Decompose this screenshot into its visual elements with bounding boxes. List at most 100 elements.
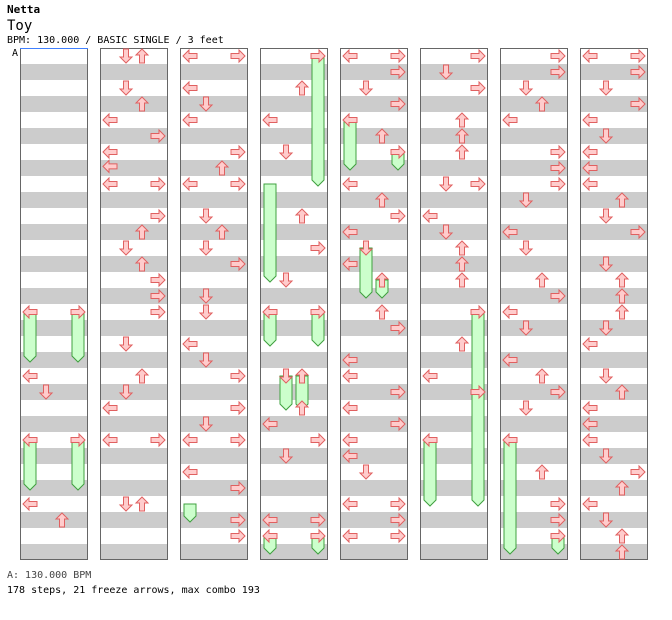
left-arrow-icon (342, 256, 358, 272)
right-arrow-icon (150, 288, 166, 304)
freeze-arrow (183, 503, 197, 523)
beat-stripe (500, 192, 568, 208)
beat-stripe (180, 512, 248, 528)
up-arrow-icon (134, 96, 150, 112)
beat-stripe (340, 416, 408, 432)
left-arrow-icon (182, 432, 198, 448)
up-arrow-icon (134, 496, 150, 512)
beat-stripe (20, 96, 88, 112)
beat-stripe (340, 512, 408, 528)
right-arrow-icon (550, 288, 566, 304)
beat-stripe (100, 480, 168, 496)
beat-stripe (20, 192, 88, 208)
down-arrow-icon (198, 352, 214, 368)
right-arrow-icon (630, 464, 646, 480)
down-arrow-icon (598, 256, 614, 272)
right-arrow-icon (230, 480, 246, 496)
left-arrow-icon (102, 432, 118, 448)
right-arrow-icon (230, 176, 246, 192)
up-arrow-icon (614, 544, 630, 560)
beat-stripe (100, 352, 168, 368)
beat-stripe (340, 224, 408, 240)
right-arrow-icon (630, 48, 646, 64)
down-arrow-icon (518, 192, 534, 208)
beat-stripe (420, 288, 488, 304)
beat-stripe (20, 352, 88, 368)
beat-stripe (100, 544, 168, 560)
up-arrow-icon (614, 384, 630, 400)
down-arrow-icon (118, 80, 134, 96)
left-arrow-icon (502, 224, 518, 240)
beat-stripe (580, 544, 648, 560)
up-arrow-icon (614, 272, 630, 288)
up-arrow-icon (134, 48, 150, 64)
beat-stripe (100, 448, 168, 464)
column-border (260, 48, 328, 560)
right-arrow-icon (310, 528, 326, 544)
right-arrow-icon (630, 64, 646, 80)
beat-stripe (340, 448, 408, 464)
left-arrow-icon (22, 304, 38, 320)
down-arrow-icon (278, 144, 294, 160)
left-arrow-icon (22, 496, 38, 512)
right-arrow-icon (390, 384, 406, 400)
beat-stripe (420, 352, 488, 368)
up-arrow-icon (294, 208, 310, 224)
up-arrow-icon (134, 368, 150, 384)
right-arrow-icon (390, 320, 406, 336)
right-arrow-icon (550, 144, 566, 160)
right-arrow-icon (390, 64, 406, 80)
right-arrow-icon (150, 208, 166, 224)
chart-column (580, 48, 648, 560)
up-arrow-icon (134, 256, 150, 272)
beat-stripe (260, 192, 328, 208)
left-arrow-icon (582, 432, 598, 448)
right-arrow-icon (390, 144, 406, 160)
left-arrow-icon (182, 336, 198, 352)
bpm-summary: A: 130.000 BPM (7, 570, 92, 581)
left-arrow-icon (422, 208, 438, 224)
freeze-arrow (503, 439, 517, 555)
beat-stripe (180, 192, 248, 208)
left-arrow-icon (422, 432, 438, 448)
freeze-arrow (311, 311, 325, 347)
right-arrow-icon (230, 400, 246, 416)
right-arrow-icon (230, 48, 246, 64)
beat-stripe (20, 256, 88, 272)
right-arrow-icon (310, 240, 326, 256)
right-arrow-icon (150, 304, 166, 320)
up-arrow-icon (534, 96, 550, 112)
up-arrow-icon (614, 528, 630, 544)
beat-stripe (260, 288, 328, 304)
beat-stripe (580, 448, 648, 464)
chart-info: BPM: 130.000 / BASIC SINGLE / 3 feet (7, 35, 224, 46)
up-arrow-icon (454, 240, 470, 256)
beat-stripe (180, 256, 248, 272)
right-arrow-icon (310, 512, 326, 528)
left-arrow-icon (582, 416, 598, 432)
left-arrow-icon (22, 368, 38, 384)
beat-stripe (260, 512, 328, 528)
beat-stripe (420, 544, 488, 560)
beat-stripe (500, 320, 568, 336)
beat-stripe (420, 160, 488, 176)
down-arrow-icon (198, 288, 214, 304)
beat-stripe (340, 96, 408, 112)
left-arrow-icon (582, 160, 598, 176)
beat-stripe (500, 256, 568, 272)
left-arrow-icon (22, 432, 38, 448)
freeze-arrow (359, 247, 373, 299)
left-arrow-icon (182, 176, 198, 192)
down-arrow-icon (118, 48, 134, 64)
beat-stripe (100, 384, 168, 400)
down-arrow-icon (438, 224, 454, 240)
beat-stripe (260, 224, 328, 240)
right-arrow-icon (470, 304, 486, 320)
beat-stripe (100, 512, 168, 528)
left-arrow-icon (262, 416, 278, 432)
beat-stripe (20, 128, 88, 144)
down-arrow-icon (278, 448, 294, 464)
beat-stripe (100, 192, 168, 208)
beat-stripe (420, 384, 488, 400)
beat-stripe (500, 160, 568, 176)
